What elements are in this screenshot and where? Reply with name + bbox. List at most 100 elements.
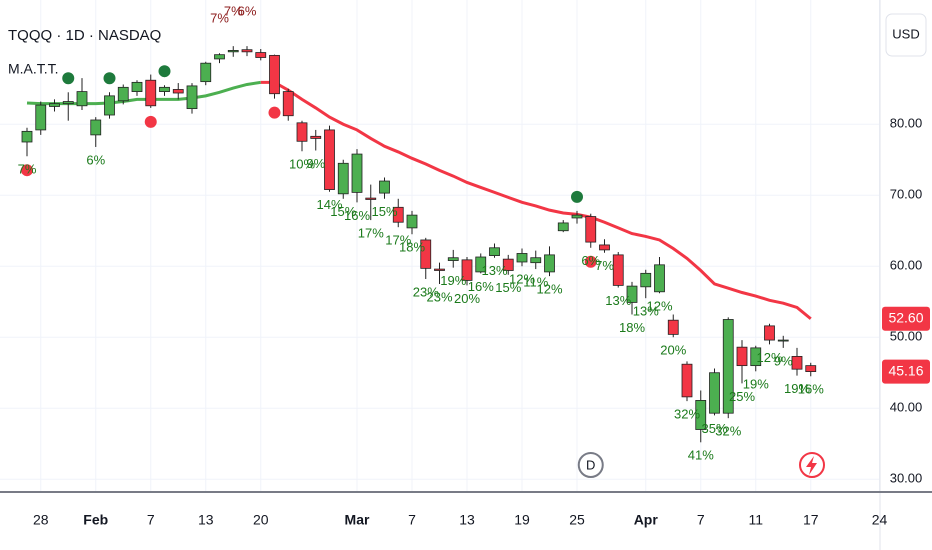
- chart-title: TQQQ · 1D · NASDAQ: [8, 27, 161, 44]
- dividend-icon: [577, 452, 604, 478]
- candle-body: [557, 222, 569, 232]
- candle-body: [186, 85, 198, 110]
- candle-body: [502, 258, 514, 271]
- indicator-name: M.A.T.T.: [8, 61, 59, 77]
- percent-label: 11%: [523, 275, 548, 290]
- event-icon: [799, 452, 825, 478]
- candle-body: [310, 135, 322, 139]
- percent-label: 16%: [344, 208, 370, 223]
- candle-body: [365, 197, 377, 200]
- percent-label: 16%: [798, 382, 824, 397]
- percent-label: 25%: [729, 389, 755, 404]
- percent-label: 12%: [756, 350, 782, 365]
- candle-body: [172, 89, 184, 94]
- candle-body: [145, 79, 157, 107]
- price-axis-panel: [880, 0, 932, 550]
- percent-label: 7%: [18, 162, 37, 177]
- x-tick-label: 11: [748, 512, 763, 528]
- dividend-label: D: [586, 457, 595, 472]
- signal-up: [62, 72, 75, 85]
- candle-body: [241, 49, 253, 53]
- candle-body: [62, 101, 74, 105]
- percent-label: 18%: [619, 320, 645, 335]
- percent-label: 20%: [660, 343, 686, 358]
- currency-box[interactable]: [885, 13, 927, 57]
- candle-body: [35, 104, 47, 131]
- candle-body: [351, 153, 363, 193]
- candle-body: [681, 363, 693, 398]
- x-tick-label: Apr: [634, 512, 659, 528]
- signal-down: [144, 115, 157, 128]
- y-tick-label: 70.00: [890, 187, 923, 202]
- candle-body: [392, 206, 404, 223]
- y-tick-label: 50.00: [890, 329, 923, 344]
- signal-up: [103, 72, 116, 85]
- x-tick-label: 20: [253, 512, 269, 528]
- candle-body: [76, 91, 88, 107]
- candle-body: [282, 91, 294, 117]
- candle-body: [337, 162, 349, 195]
- candle-body: [750, 347, 762, 367]
- percent-label: 12%: [646, 299, 672, 314]
- percent-label: 15%: [371, 204, 397, 219]
- candle-body: [420, 239, 432, 269]
- candle-body: [640, 272, 652, 288]
- candle-body: [791, 355, 803, 370]
- ma-price-label: 52.60: [888, 309, 923, 325]
- percent-label: 35%: [701, 421, 727, 436]
- candle-body: [461, 259, 473, 281]
- candle-body: [406, 214, 418, 229]
- candle-body: [764, 325, 775, 341]
- candle-body: [269, 54, 280, 95]
- percent-label: 13%: [633, 304, 659, 319]
- plot-area: [0, 0, 880, 492]
- candle-body: [530, 257, 542, 264]
- candle-body: [626, 285, 638, 303]
- candle-body: [612, 254, 624, 286]
- percent-label: 9%: [306, 156, 325, 171]
- candle-body: [667, 319, 679, 335]
- percent-label: 20%: [454, 291, 480, 306]
- percent-label: 10%: [289, 157, 315, 172]
- candle-body: [585, 216, 597, 243]
- percent-label: 13%: [481, 263, 507, 278]
- x-tick-label: 28: [33, 512, 49, 528]
- y-tick-label: 40.00: [890, 400, 923, 415]
- x-tick-label: 25: [569, 512, 585, 528]
- signal-up: [571, 190, 583, 203]
- signal-down: [268, 106, 281, 119]
- x-tick-label: 24: [872, 512, 888, 528]
- candle-body: [489, 247, 500, 256]
- candle-body: [227, 50, 239, 53]
- candle-body: [131, 81, 143, 92]
- x-tick-label: 13: [198, 512, 214, 528]
- percent-label: 7%: [210, 11, 229, 26]
- candle-body: [296, 122, 308, 142]
- candle-body: [200, 62, 212, 83]
- percent-label: 23%: [413, 284, 439, 299]
- candle-body: [447, 257, 459, 261]
- y-tick-label: 80.00: [890, 116, 923, 131]
- moving-average: [260, 80, 812, 320]
- x-tick-label: Mar: [345, 512, 370, 528]
- candle-body: [49, 103, 60, 107]
- candle-body: [544, 254, 555, 273]
- candle-body: [722, 319, 734, 414]
- percent-label: 15%: [330, 204, 356, 219]
- percent-label: 12%: [509, 272, 535, 287]
- signal-down: [21, 164, 33, 177]
- candle-body: [117, 86, 129, 102]
- candle-body: [599, 244, 610, 251]
- percent-label: 19%: [784, 381, 810, 396]
- candle-body: [90, 119, 102, 136]
- candle-body: [516, 253, 528, 263]
- candle-body: [255, 52, 267, 58]
- candle-body: [709, 372, 720, 414]
- y-tick-label: 60.00: [890, 258, 923, 273]
- percent-label: 17%: [385, 233, 411, 248]
- percent-label: 19%: [743, 377, 769, 392]
- percent-label: 16%: [468, 279, 494, 294]
- x-tick-label: 13: [459, 512, 475, 528]
- x-tick-label: 19: [514, 512, 530, 528]
- percent-label: 32%: [674, 407, 700, 422]
